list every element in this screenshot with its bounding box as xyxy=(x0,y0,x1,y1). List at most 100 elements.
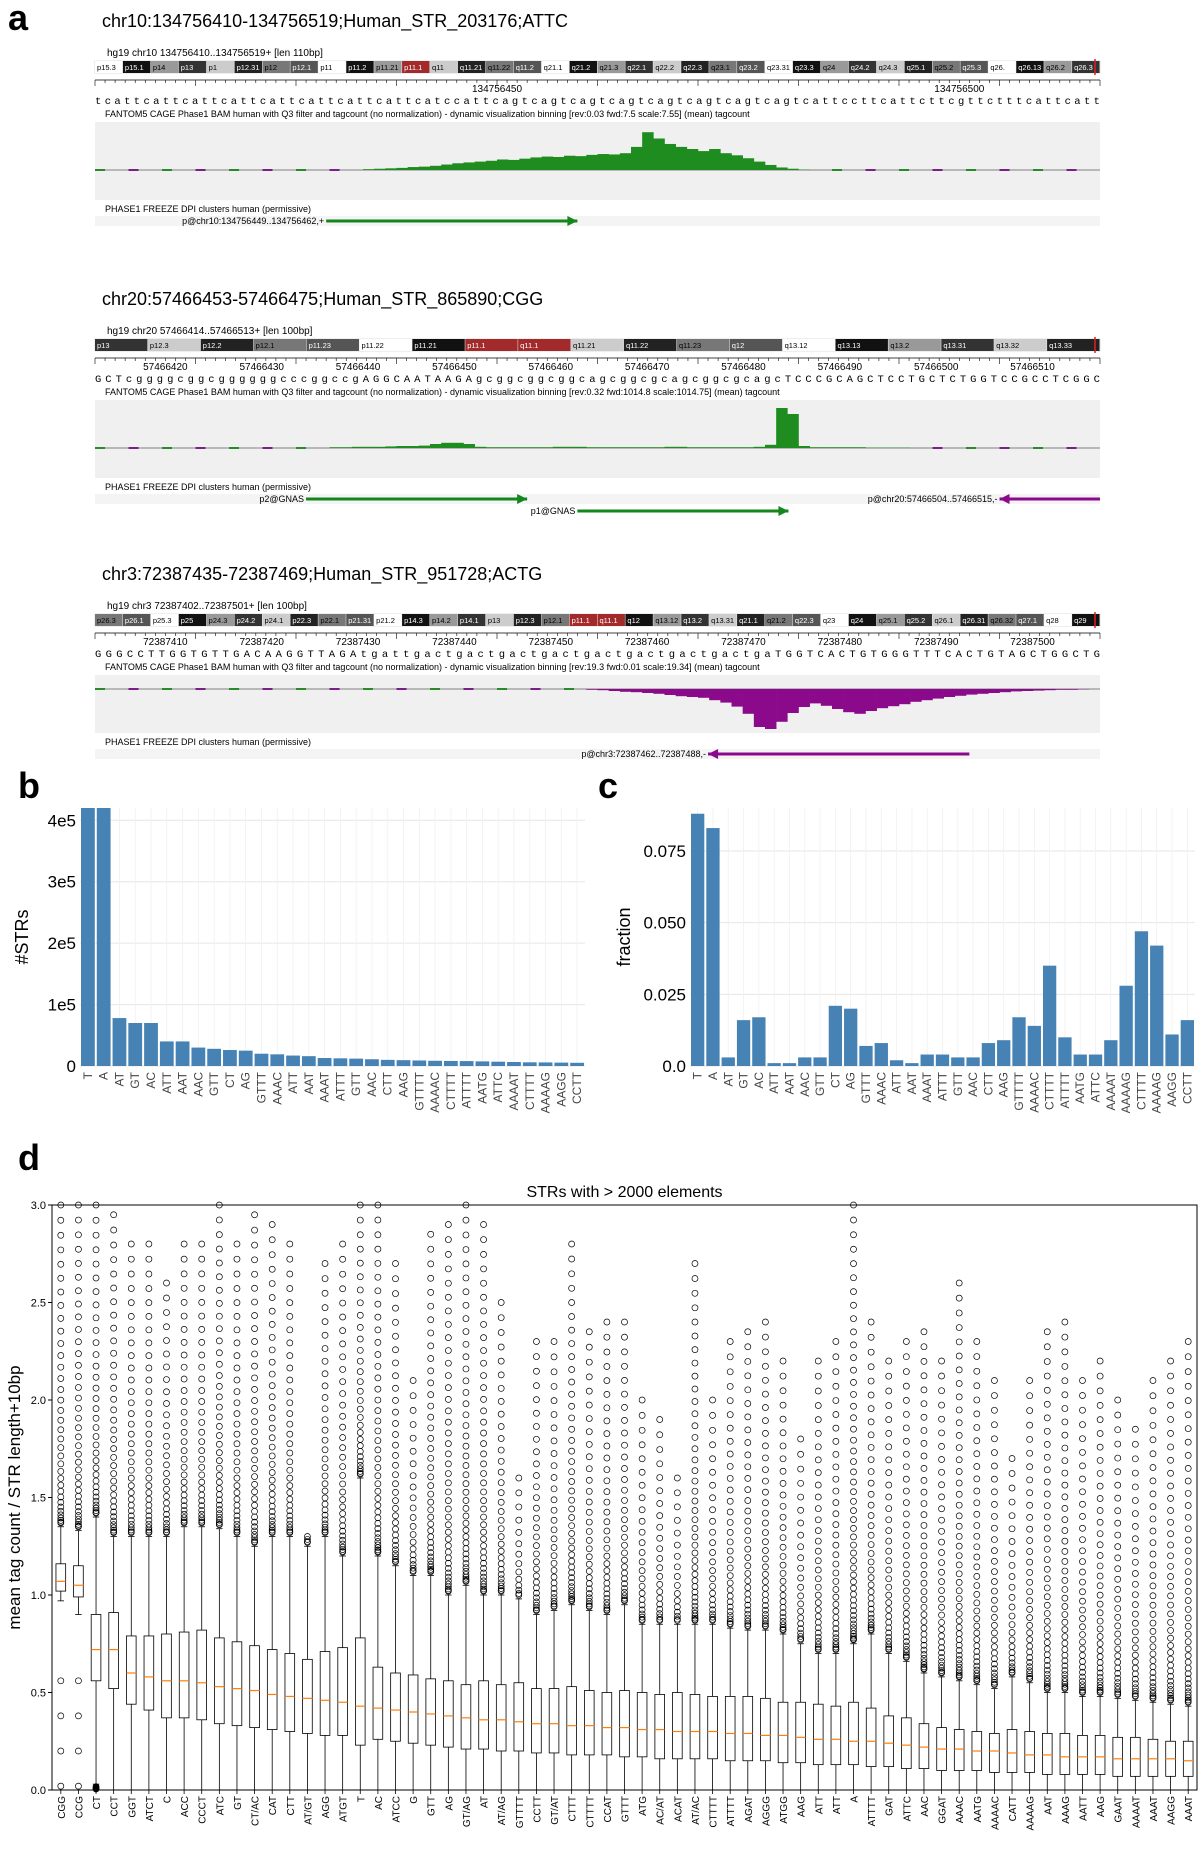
outlier xyxy=(480,1528,487,1536)
outlier xyxy=(850,1602,857,1609)
bar xyxy=(317,1058,332,1066)
outlier xyxy=(268,1321,276,1328)
outlier xyxy=(409,1568,417,1575)
outlier xyxy=(233,1466,241,1474)
outlier xyxy=(374,1326,382,1334)
signal-bar xyxy=(340,447,353,448)
outlier xyxy=(1096,1678,1104,1685)
outlier xyxy=(691,1602,699,1610)
outlier xyxy=(462,1442,470,1450)
outlier-low xyxy=(75,1782,82,1790)
band-label: q21.2 xyxy=(572,63,591,72)
outlier xyxy=(744,1413,752,1421)
band-rect xyxy=(1044,614,1072,626)
x-tick-label: ATTTT xyxy=(867,1796,878,1826)
x-tick-label: GAAT xyxy=(1114,1796,1125,1822)
ruler-label: 72387420 xyxy=(239,637,284,648)
outlier xyxy=(180,1438,188,1446)
outlier xyxy=(392,1531,399,1539)
outlier xyxy=(1043,1343,1051,1351)
outlier xyxy=(1167,1696,1174,1703)
bar xyxy=(1134,931,1149,1066)
signal-bar xyxy=(296,169,307,171)
outlier xyxy=(991,1568,998,1575)
outlier xyxy=(656,1500,664,1507)
band-4: p24.3 xyxy=(206,614,235,626)
outlier xyxy=(1061,1348,1069,1356)
browser-svg: chr10:134756410-134756519;Human_STR_2031… xyxy=(94,11,1101,226)
bar xyxy=(570,1062,584,1066)
outlier xyxy=(621,1362,628,1370)
outlier xyxy=(656,1615,664,1623)
outlier xyxy=(462,1201,470,1209)
outlier xyxy=(110,1524,118,1532)
box-10 xyxy=(231,1240,243,1791)
outlier xyxy=(1043,1674,1051,1682)
outlier xyxy=(744,1610,752,1618)
outlier xyxy=(638,1481,646,1489)
outlier xyxy=(726,1598,734,1606)
outlier xyxy=(709,1481,716,1489)
outlier xyxy=(1167,1541,1174,1549)
outlier xyxy=(427,1274,435,1282)
signal-bar xyxy=(586,689,598,690)
outlier xyxy=(356,1216,364,1224)
outlier xyxy=(885,1357,893,1365)
outlier xyxy=(180,1478,188,1486)
outlier xyxy=(233,1240,241,1248)
box-8 xyxy=(196,1240,207,1791)
outlier xyxy=(638,1506,646,1514)
outlier xyxy=(286,1526,294,1534)
outlier xyxy=(991,1421,998,1429)
band-0: p13 xyxy=(95,339,148,351)
outlier xyxy=(621,1465,628,1472)
x-tick-label: AAC xyxy=(798,1072,812,1097)
outlier xyxy=(902,1570,910,1578)
outlier xyxy=(462,1301,470,1309)
signal-bar xyxy=(407,446,420,448)
outlier xyxy=(955,1570,963,1578)
outlier xyxy=(427,1473,435,1481)
outlier xyxy=(973,1676,981,1684)
outlier xyxy=(233,1507,241,1515)
outlier xyxy=(462,1519,470,1527)
outlier xyxy=(533,1353,540,1360)
outlier xyxy=(110,1324,118,1332)
outlier xyxy=(1131,1497,1139,1504)
outlier xyxy=(673,1573,681,1580)
box-42 xyxy=(795,1435,806,1791)
signal-bar xyxy=(597,447,609,448)
outlier xyxy=(1184,1630,1192,1638)
outlier xyxy=(163,1461,170,1469)
x-tick-label: AAAAG xyxy=(1026,1796,1037,1831)
outlier xyxy=(444,1440,452,1447)
outlier xyxy=(1026,1377,1034,1384)
outlier xyxy=(444,1372,452,1379)
outlier xyxy=(409,1483,417,1491)
outlier xyxy=(198,1299,206,1306)
outlier xyxy=(902,1521,910,1529)
outlier xyxy=(286,1285,294,1292)
outlier xyxy=(568,1597,576,1605)
band-rect xyxy=(709,61,737,73)
outlier xyxy=(973,1675,981,1682)
outlier xyxy=(480,1347,487,1354)
outlier xyxy=(938,1568,945,1576)
outlier xyxy=(673,1516,681,1524)
outlier xyxy=(215,1360,223,1368)
outlier xyxy=(656,1588,664,1596)
outlier xyxy=(110,1513,118,1521)
outlier xyxy=(1061,1671,1069,1678)
outlier xyxy=(867,1541,875,1548)
outlier xyxy=(779,1617,787,1625)
outlier xyxy=(885,1599,893,1606)
outlier xyxy=(1096,1688,1104,1696)
outlier xyxy=(497,1489,505,1496)
outlier xyxy=(1079,1606,1086,1614)
outlier xyxy=(1008,1573,1016,1580)
outlier xyxy=(1026,1672,1034,1680)
outlier xyxy=(744,1463,752,1471)
outlier xyxy=(603,1598,611,1606)
outlier xyxy=(427,1565,435,1573)
outlier xyxy=(920,1588,928,1595)
